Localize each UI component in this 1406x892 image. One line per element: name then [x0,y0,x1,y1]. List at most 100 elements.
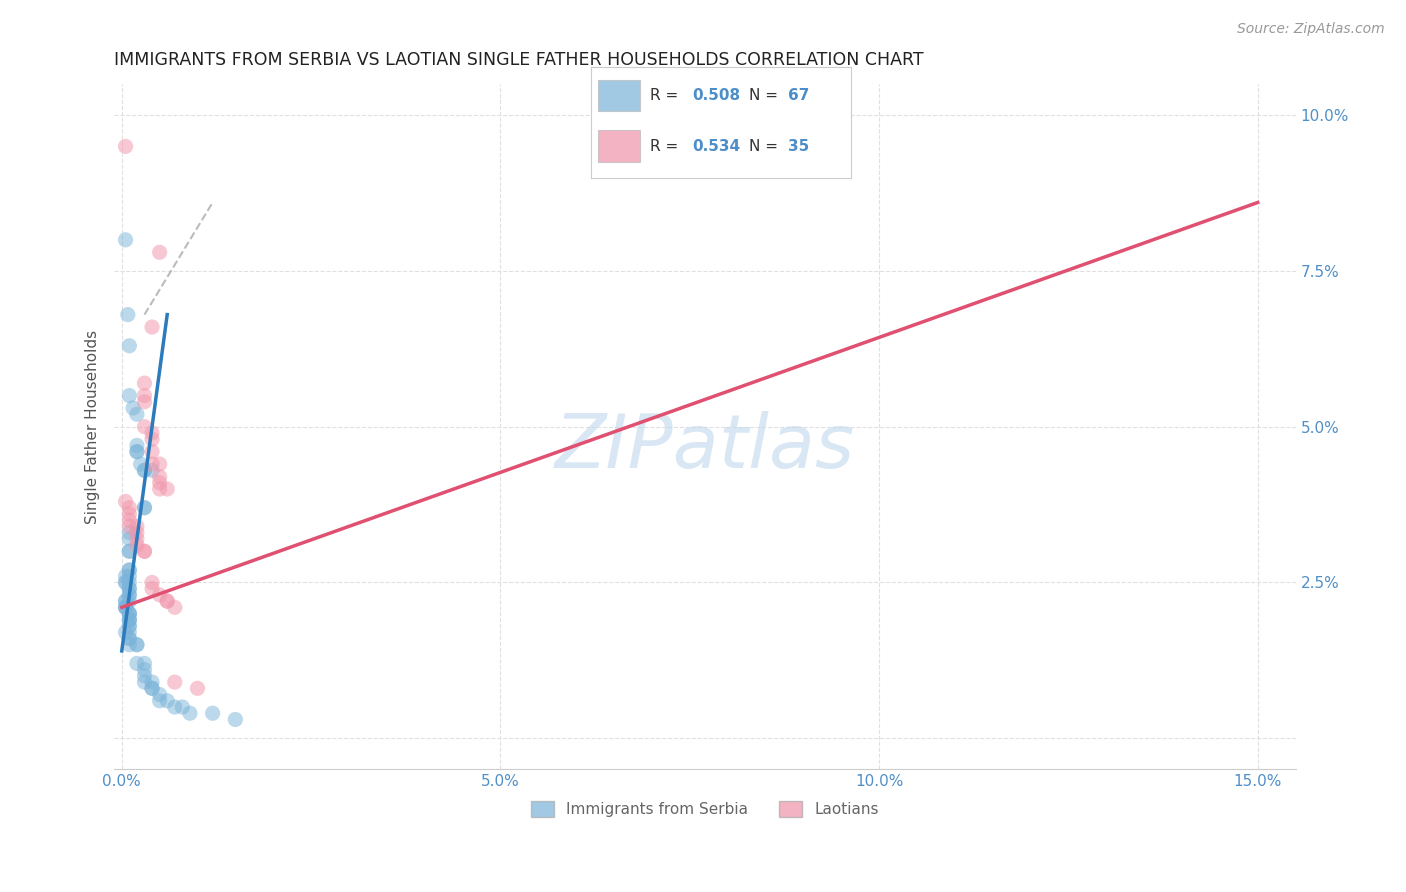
Point [114,494,136,508]
Point [134,463,156,477]
Point [118,575,141,590]
Point [114,233,136,247]
Point [134,669,156,683]
Point [149,457,172,471]
Point [118,507,141,521]
Point [118,594,141,608]
FancyBboxPatch shape [599,80,640,112]
Point [118,613,141,627]
Point [186,681,208,696]
Text: 67: 67 [789,88,810,103]
Point [118,563,141,577]
Point [114,594,136,608]
Point [224,713,246,727]
Point [118,525,141,540]
Point [125,638,148,652]
Point [118,544,141,558]
Point [163,700,186,714]
Point [114,600,136,615]
Point [122,401,145,415]
Point [134,500,156,515]
Point [114,575,136,590]
Point [114,625,136,640]
Point [118,544,141,558]
Point [141,425,163,440]
Point [118,588,141,602]
Point [125,638,148,652]
Point [118,339,141,353]
Point [163,675,186,690]
Point [118,613,141,627]
Point [118,632,141,646]
Point [141,463,163,477]
Text: 0.534: 0.534 [692,138,740,153]
Point [118,513,141,527]
Point [149,245,172,260]
Point [149,475,172,490]
Text: ZIPatlas: ZIPatlas [555,411,855,483]
Point [118,582,141,596]
Point [118,607,141,621]
Point [118,500,141,515]
Point [172,700,194,714]
Point [125,519,148,533]
Point [125,407,148,421]
Point [129,457,152,471]
Text: N =: N = [749,138,783,153]
Point [114,569,136,583]
Point [141,457,163,471]
Point [141,681,163,696]
Point [134,500,156,515]
Point [163,600,186,615]
Point [141,320,163,334]
Point [125,657,148,671]
Point [118,532,141,546]
Point [149,482,172,496]
Point [118,582,141,596]
Point [125,525,148,540]
Point [149,588,172,602]
Legend: Immigrants from Serbia, Laotians: Immigrants from Serbia, Laotians [524,795,884,823]
Point [141,675,163,690]
Point [201,706,224,721]
Point [114,575,136,590]
Text: IMMIGRANTS FROM SERBIA VS LAOTIAN SINGLE FATHER HOUSEHOLDS CORRELATION CHART: IMMIGRANTS FROM SERBIA VS LAOTIAN SINGLE… [114,51,924,69]
Point [134,376,156,390]
Point [141,582,163,596]
Point [118,607,141,621]
Point [118,619,141,633]
Point [141,444,163,458]
Point [114,594,136,608]
Point [118,563,141,577]
Point [134,544,156,558]
Y-axis label: Single Father Households: Single Father Households [86,330,100,524]
Point [118,519,141,533]
Point [125,444,148,458]
Point [141,432,163,446]
Point [156,594,179,608]
Point [141,575,163,590]
Point [179,706,201,721]
Point [114,600,136,615]
Point [134,394,156,409]
Text: R =: R = [651,138,683,153]
Point [134,544,156,558]
Point [114,139,136,153]
Text: 0.508: 0.508 [692,88,740,103]
Point [118,607,141,621]
Point [118,638,141,652]
Point [125,438,148,452]
Point [141,681,163,696]
Point [118,388,141,402]
Text: 35: 35 [789,138,810,153]
Point [134,388,156,402]
Point [118,588,141,602]
Point [125,444,148,458]
Text: N =: N = [749,88,783,103]
Point [117,308,139,322]
Point [149,688,172,702]
Point [114,600,136,615]
Point [134,675,156,690]
Point [156,594,179,608]
Point [118,613,141,627]
